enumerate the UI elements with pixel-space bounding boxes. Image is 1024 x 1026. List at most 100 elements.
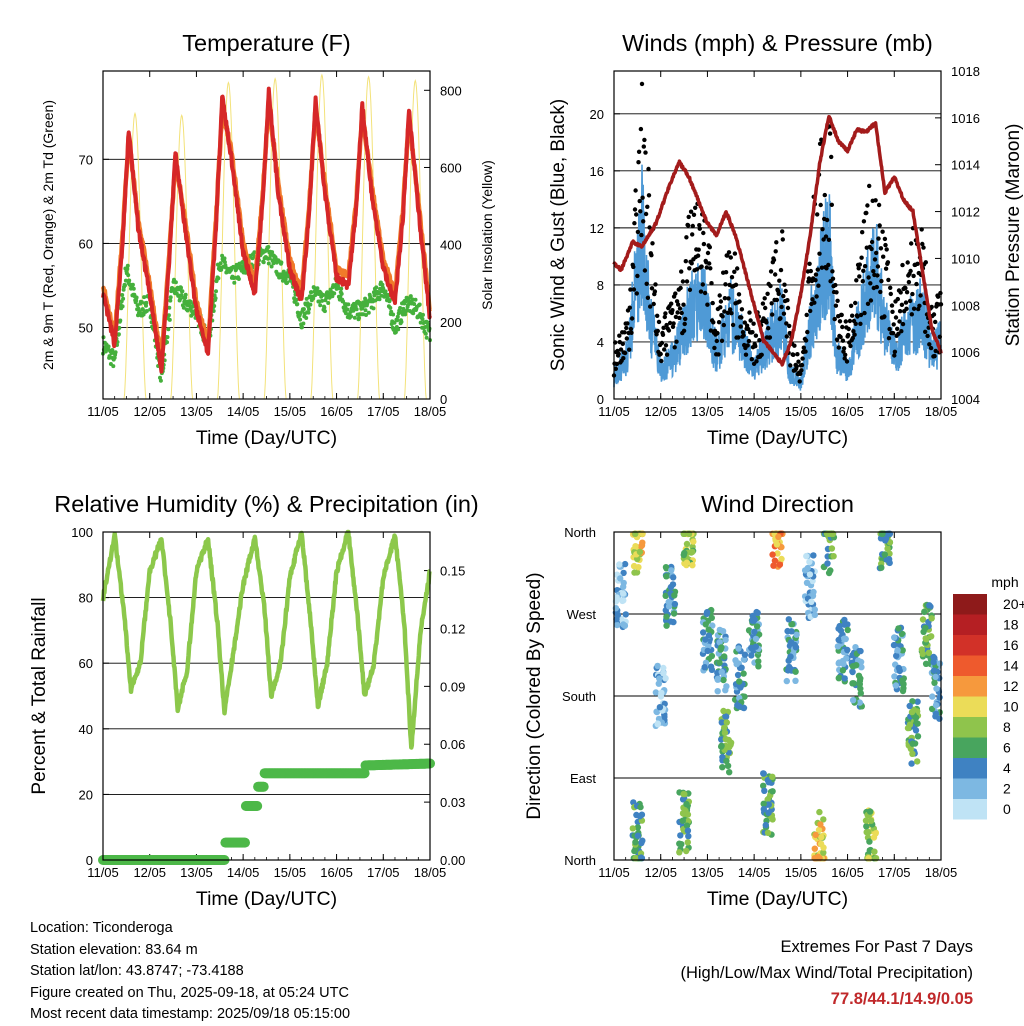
dewpoint-point: [395, 318, 400, 323]
gust-point: [842, 356, 847, 361]
legend-label: 12: [1003, 678, 1019, 694]
direction-point: [866, 808, 874, 815]
x-tick-label: 12/05: [133, 865, 166, 880]
gust-point: [753, 333, 759, 338]
gust-point: [774, 240, 779, 245]
direction-point: [727, 741, 734, 748]
gust-point: [618, 347, 624, 352]
direction-point: [652, 689, 660, 696]
dewpoint-point: [158, 378, 163, 383]
gust-point: [698, 289, 704, 294]
gust-point: [759, 352, 764, 357]
legend-swatch: [953, 737, 987, 758]
direction-point: [685, 833, 692, 840]
y-tick-label: 4: [597, 335, 604, 350]
gust-point: [817, 251, 822, 256]
gust-point: [837, 319, 843, 324]
gust-point: [885, 260, 891, 265]
gust-point: [674, 299, 680, 304]
gust-point: [763, 305, 768, 311]
gust-point: [888, 291, 893, 297]
direction-point: [919, 616, 927, 623]
x-tick-label: 15/05: [785, 865, 818, 880]
dewpoint-point: [123, 278, 128, 283]
direction-point: [662, 675, 669, 682]
x-tick-label: 13/05: [691, 865, 724, 880]
dewpoint-point: [167, 317, 172, 322]
gust-point: [833, 282, 838, 288]
gust-point: [725, 310, 731, 315]
gust-point: [757, 338, 762, 343]
gust-point: [884, 247, 889, 252]
dewpoint-point: [183, 292, 188, 297]
x-tick-label: 11/05: [87, 404, 119, 419]
dewpoint-point: [165, 335, 170, 340]
gust-point: [737, 299, 742, 304]
dewpoint-point: [352, 315, 357, 320]
direction-point: [662, 592, 669, 599]
rainfall-point: [258, 781, 269, 792]
gust-point: [716, 352, 721, 357]
chart-panel-humidity: Relative Humidity (%) & Precipitation (i…: [29, 491, 479, 910]
dewpoint-point: [269, 264, 274, 269]
y-tick-label: 70: [79, 152, 93, 167]
dewpoint-point: [374, 285, 379, 290]
gust-point: [879, 278, 884, 284]
dewpoint-point: [391, 312, 396, 317]
direction-point: [923, 636, 930, 643]
direction-point: [751, 628, 758, 636]
gust-point: [785, 305, 791, 311]
direction-point: [787, 640, 794, 647]
direction-point: [785, 616, 792, 623]
direction-point: [921, 608, 928, 616]
dewpoint-point: [111, 364, 116, 369]
gust-point: [670, 324, 676, 329]
y-tick-label: 16: [590, 164, 604, 179]
y-tick-label: North: [564, 525, 596, 540]
dewpoint-point: [363, 296, 368, 301]
gust-point: [807, 261, 812, 266]
direction-point: [904, 724, 912, 732]
gust-point: [903, 300, 909, 305]
gust-point: [667, 320, 673, 326]
direction-point: [679, 810, 687, 817]
direction-point: [724, 762, 732, 769]
gust-point: [620, 341, 625, 346]
direction-point: [740, 704, 748, 712]
gust-point: [909, 312, 914, 317]
direction-point: [912, 714, 920, 721]
y2-tick-label: 1018: [951, 64, 980, 79]
gust-point: [920, 241, 925, 247]
dewpoint-point: [399, 319, 404, 324]
x-tick-label: 17/05: [367, 404, 400, 419]
dewpoint-point: [424, 335, 429, 340]
direction-point: [841, 621, 848, 628]
direction-point: [733, 660, 740, 668]
gust-point: [764, 320, 769, 325]
gust-point: [853, 300, 858, 306]
dewpoint-point: [139, 300, 144, 305]
direction-point: [893, 652, 900, 659]
direction-point: [764, 796, 771, 803]
direction-point: [654, 720, 661, 727]
y-tick-label: South: [562, 689, 596, 704]
direction-point: [738, 664, 745, 671]
dewpoint-point: [306, 310, 311, 315]
direction-point: [844, 646, 851, 654]
direction-point: [891, 673, 898, 680]
gust-point: [720, 314, 725, 319]
recent-data-text: Most recent data timestamp: 2025/09/18 0…: [30, 1006, 351, 1022]
gust-point: [722, 296, 728, 301]
legend-swatch: [953, 655, 987, 676]
gust-point: [710, 300, 715, 306]
direction-point: [736, 678, 743, 685]
direction-point: [906, 702, 913, 710]
direction-point: [830, 553, 837, 560]
direction-point: [894, 647, 901, 654]
gust-point: [829, 202, 834, 207]
gust-point: [773, 272, 778, 277]
direction-point: [803, 552, 810, 560]
direction-point: [792, 668, 799, 675]
created-text: Figure created on Thu, 2025-09-18, at 05…: [30, 984, 349, 1001]
